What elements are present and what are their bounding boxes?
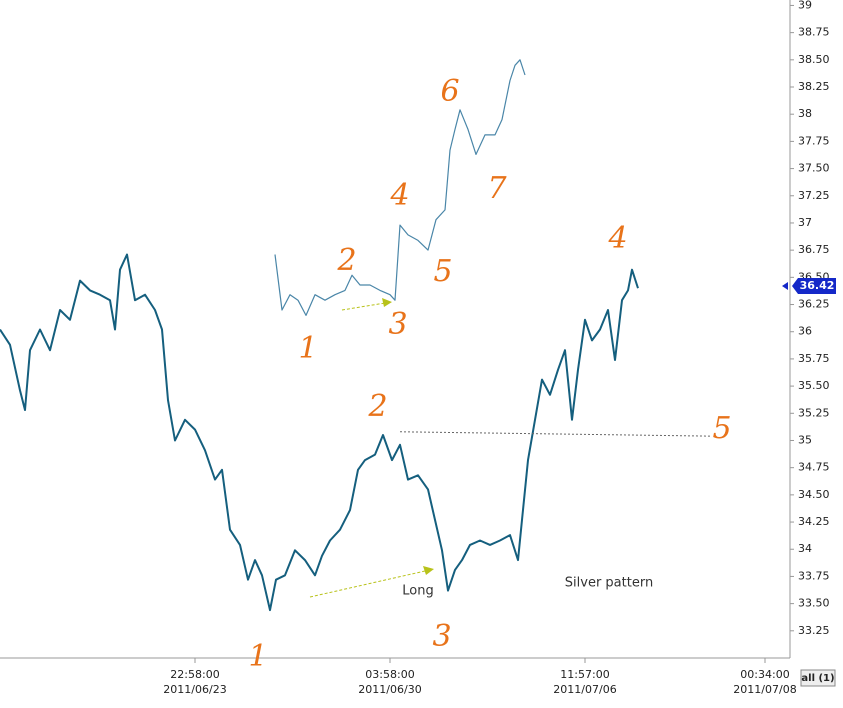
arrow [341,302,386,311]
y-tick-label: 36.75 [798,243,830,256]
y-tick-label: 36.25 [798,298,830,311]
y-tick-label: 37.25 [798,189,830,202]
y-tick-label: 34.50 [798,488,830,501]
y-tick-label: 34.25 [798,515,830,528]
price-label: 36.42 [800,279,835,292]
arrow-head [423,566,434,575]
wave-label: 2 [367,389,387,424]
y-tick-label: 36 [798,325,812,338]
price-marker [792,278,836,295]
y-tick-label: 37.75 [798,134,830,147]
x-tick-label: 22:58:00 [170,668,219,681]
price-line [274,59,526,316]
y-tick-label: 37 [798,216,812,229]
x-tick-label: 00:34:00 [740,668,789,681]
x-tick-date: 2011/06/23 [163,683,226,696]
x-tick-date: 2011/06/30 [358,683,421,696]
y-tick-label: 33.50 [798,597,830,610]
note: Long [402,584,433,599]
y-tick-label: 35.25 [798,406,830,419]
x-tick-date: 2011/07/08 [733,683,796,696]
y-tick-label: 34.75 [798,461,830,474]
price-line [0,253,639,612]
wave-label: 3 [388,307,407,342]
wave-label: 2 [336,243,356,278]
wave-label: 5 [433,254,452,289]
y-tick-label: 33.25 [798,624,830,637]
x-tick-label: 11:57:00 [560,668,609,681]
wave-label: 4 [389,178,409,213]
y-tick-label: 38.50 [798,53,830,66]
all-button[interactable]: all (1) [800,669,836,687]
x-tick-date: 2011/07/06 [553,683,616,696]
wave-label: 3 [432,619,451,654]
arrow-head [382,298,392,307]
y-tick-label: 35.50 [798,379,830,392]
wave-label: 1 [248,639,267,674]
y-tick-label: 33.75 [798,569,830,582]
button-label[interactable]: all (1) [801,673,834,684]
wave-label: 5 [712,411,731,446]
button-box[interactable] [800,669,836,687]
y-tick-label: 39 [798,0,812,11]
y-tick-label: 38.25 [798,80,830,93]
x-tick-label: 03:58:00 [365,668,414,681]
y-tick-label: 35 [798,433,812,446]
wave-label: 1 [298,331,317,366]
y-tick-label: 34 [798,542,812,555]
wave-label: 4 [607,221,627,256]
note: Silver pattern [565,576,653,591]
y-tick-label: 38.75 [798,26,830,39]
wave-label: 7 [487,171,507,206]
y-tick-label: 37.50 [798,162,830,175]
y-tick-label: 38 [798,107,812,120]
price-pointer [782,282,788,291]
y-tick-label: 35.75 [798,352,830,365]
wave-label: 6 [440,74,459,109]
